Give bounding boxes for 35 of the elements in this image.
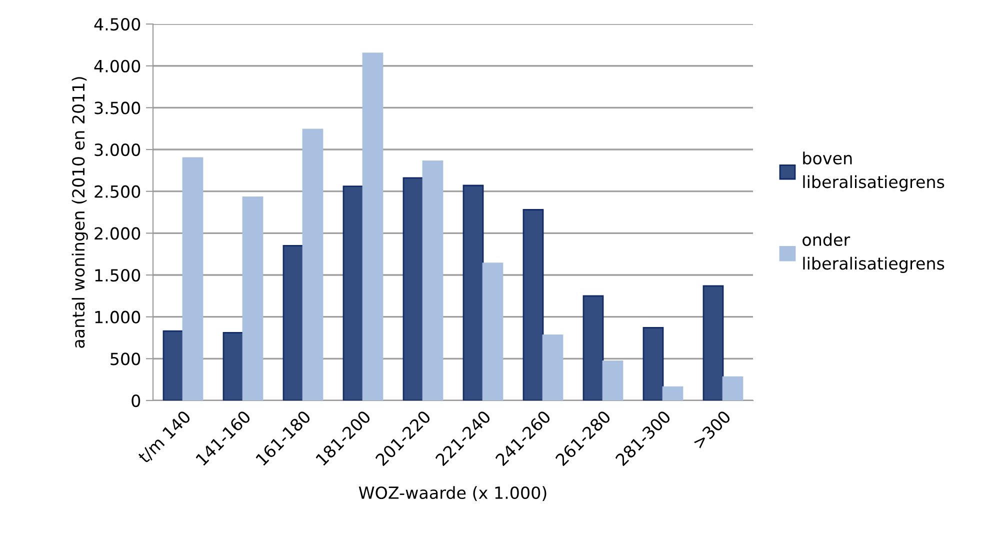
- bar: [722, 376, 744, 400]
- bar: [602, 360, 624, 400]
- y-tick-label: 2.000: [94, 227, 140, 240]
- bar: [482, 262, 504, 400]
- y-tick-label: 1.500: [95, 268, 140, 282]
- bar: [342, 186, 364, 400]
- bar: [542, 334, 564, 400]
- bar: [702, 285, 724, 400]
- bar: [642, 327, 664, 400]
- y-tick-label: 4.000: [94, 60, 140, 72]
- y-tick-label: 3.000: [94, 143, 140, 156]
- bar: [302, 128, 324, 400]
- y-tick-label: 4.500: [94, 18, 140, 31]
- y-tick-label: 3.500: [94, 102, 140, 114]
- y-tick-label: 0: [132, 394, 140, 408]
- y-tick-label: 1.000: [95, 310, 140, 324]
- bar: [522, 209, 544, 400]
- x-axis-title: WOZ-waarde (x 1.000): [358, 486, 546, 502]
- bar: [242, 196, 264, 400]
- bar: [422, 160, 444, 400]
- y-tick-label: 2.500: [94, 185, 140, 198]
- bar: [362, 52, 384, 400]
- bar: [222, 332, 244, 400]
- bar: [182, 157, 204, 400]
- x-tick-label: t/m 140: [137, 410, 192, 465]
- y-axis-title: aantal woningen (2010 en 2011): [72, 77, 88, 348]
- bar: [282, 245, 304, 400]
- legend-label: boven liberalisatiegrens: [803, 152, 944, 192]
- y-tick-label: 500: [110, 352, 140, 366]
- legend-label: onder liberalisatiegrens: [802, 233, 944, 273]
- bar: [162, 330, 184, 400]
- bar: [462, 184, 484, 400]
- bar: [582, 295, 604, 400]
- bar: [662, 386, 684, 400]
- bar: [402, 177, 424, 400]
